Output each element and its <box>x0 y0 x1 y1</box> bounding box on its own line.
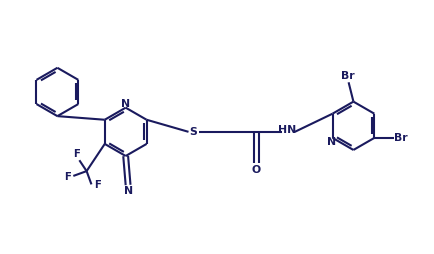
Text: S: S <box>189 127 197 137</box>
Text: N: N <box>326 137 335 147</box>
Text: F: F <box>94 180 101 190</box>
Text: F: F <box>64 171 71 182</box>
Text: Br: Br <box>340 71 353 81</box>
Text: O: O <box>251 165 260 175</box>
Text: N: N <box>123 186 132 196</box>
Text: F: F <box>73 149 80 159</box>
Text: N: N <box>121 99 130 109</box>
Text: Br: Br <box>393 133 407 143</box>
Text: HN: HN <box>278 125 296 135</box>
